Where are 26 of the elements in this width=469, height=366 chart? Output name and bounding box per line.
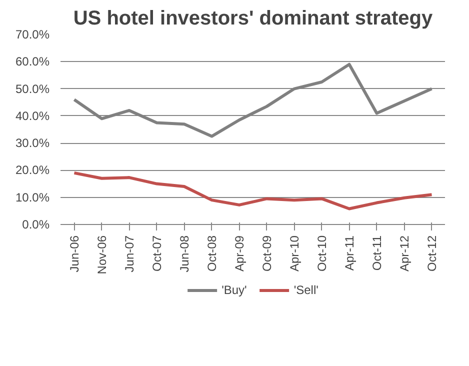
x-tick-label: Oct-07 xyxy=(150,235,164,272)
x-tick-label: Jun-07 xyxy=(122,235,136,272)
x-tick-label: Oct-10 xyxy=(314,235,329,272)
y-tick-label: 10.0% xyxy=(15,190,50,204)
y-tick-label: 60.0% xyxy=(15,54,50,69)
y-tick-label: 20.0% xyxy=(15,163,50,178)
x-tick-label: Oct-11 xyxy=(370,235,384,271)
y-tick-label: 0.0% xyxy=(22,218,50,232)
x-tick-label: Jun-06 xyxy=(67,235,82,272)
line-series xyxy=(72,171,434,210)
x-tick-label: Nov-06 xyxy=(94,235,109,274)
x-tick-label: Apr-09 xyxy=(232,235,246,272)
x-tick-label: Oct-08 xyxy=(204,235,219,272)
x-tick-label: Apr-10 xyxy=(287,235,302,272)
x-tick-label: Apr-12 xyxy=(397,235,412,272)
legend-label: 'Sell' xyxy=(294,283,318,297)
y-tick-label: 40.0% xyxy=(15,108,50,123)
y-tick-label: 30.0% xyxy=(15,136,50,150)
x-tick-label: Jun-08 xyxy=(177,235,192,272)
x-tick-label: Oct-09 xyxy=(260,235,274,272)
chart-title: US hotel investors' dominant strategy xyxy=(73,8,434,30)
y-tick-label: 70.0% xyxy=(15,28,50,42)
y-tick-label: 50.0% xyxy=(15,82,50,96)
x-tick-label: Oct-12 xyxy=(424,235,439,272)
legend-label: 'Buy' xyxy=(222,283,247,297)
x-tick-label: Apr-11 xyxy=(342,235,356,271)
